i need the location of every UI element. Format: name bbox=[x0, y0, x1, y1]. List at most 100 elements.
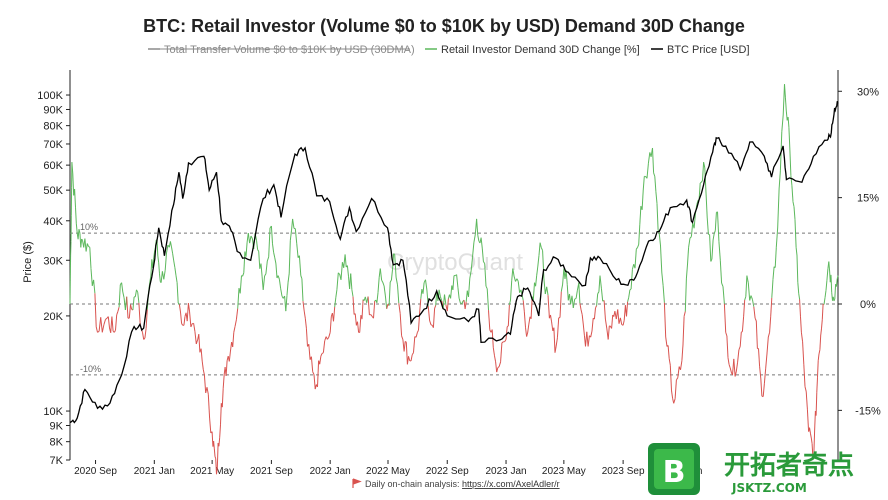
demand-segment bbox=[442, 294, 445, 309]
demand-segment bbox=[488, 310, 491, 330]
demand-segment bbox=[172, 253, 175, 261]
demand-segment bbox=[180, 311, 183, 324]
demand-segment bbox=[477, 235, 480, 242]
demand-segment bbox=[700, 180, 703, 183]
demand-segment bbox=[814, 410, 816, 432]
demand-segment bbox=[157, 255, 160, 263]
demand-segment bbox=[357, 321, 360, 333]
demand-segment bbox=[303, 311, 306, 319]
demand-segment bbox=[668, 358, 671, 366]
demand-segment bbox=[741, 331, 743, 333]
demand-segment bbox=[270, 225, 273, 244]
demand-segment bbox=[134, 289, 137, 297]
demand-segment bbox=[747, 282, 751, 301]
legend-item-transfer-volume[interactable]: Total Transfer Volume $0 to $10K by USD … bbox=[148, 44, 415, 56]
demand-segment bbox=[456, 274, 459, 288]
demand-segment bbox=[285, 295, 288, 312]
demand-segment bbox=[667, 345, 670, 359]
demand-segment bbox=[619, 317, 623, 325]
legend: Total Transfer Volume $0 to $10K by USD … bbox=[148, 44, 750, 56]
demand-segment bbox=[237, 287, 240, 309]
demand-segment bbox=[658, 233, 661, 246]
demand-segment bbox=[817, 353, 820, 361]
watermark: CryptoQuant bbox=[387, 249, 523, 276]
demand-segment bbox=[823, 297, 826, 305]
demand-segment bbox=[359, 315, 362, 333]
demand-segment bbox=[95, 326, 98, 333]
demand-segment bbox=[825, 280, 828, 291]
logo-text: 开拓者奇点 bbox=[724, 450, 854, 481]
demand-segment bbox=[703, 162, 706, 169]
legend-item-retail-demand[interactable]: Retail Investor Demand 30D Change [%] bbox=[425, 44, 640, 56]
demand-segment bbox=[810, 437, 813, 444]
legend-item-btc-price[interactable]: BTC Price [USD] bbox=[651, 44, 750, 56]
demand-segment bbox=[653, 172, 656, 177]
demand-segment bbox=[819, 335, 822, 350]
demand-segment bbox=[765, 353, 768, 369]
demand-segment bbox=[580, 309, 583, 315]
demand-segment bbox=[818, 349, 821, 355]
demand-segment bbox=[494, 355, 497, 362]
demand-segment bbox=[256, 240, 259, 250]
demand-segment bbox=[373, 300, 376, 319]
demand-segment bbox=[425, 279, 428, 291]
right-tick-label: 0% bbox=[860, 299, 876, 311]
legend-label-btc-price: BTC Price [USD] bbox=[667, 44, 750, 56]
demand-segment bbox=[785, 111, 788, 121]
demand-segment bbox=[94, 293, 97, 327]
demand-segment bbox=[187, 303, 190, 312]
demand-segment bbox=[195, 339, 199, 345]
demand-segment bbox=[216, 468, 218, 475]
demand-segment bbox=[725, 332, 728, 337]
footer-link[interactable]: https://x.com/AxelAdler/r bbox=[462, 479, 560, 489]
demand-segment bbox=[816, 377, 818, 393]
demand-segment bbox=[350, 273, 353, 290]
x-axis-ticks: 2020 Sep 2021 Jan 2021 May 2021 Sep 2022 Jan… bbox=[74, 460, 702, 477]
demand-segment bbox=[292, 218, 295, 229]
demand-segment bbox=[741, 316, 745, 332]
demand-segment bbox=[222, 374, 225, 389]
demand-segment bbox=[312, 371, 315, 375]
demand-segment bbox=[216, 442, 219, 469]
demand-segment bbox=[335, 289, 338, 298]
demand-segment bbox=[622, 320, 625, 326]
demand-segment bbox=[480, 237, 483, 249]
demand-segment bbox=[93, 279, 96, 294]
demand-segment bbox=[202, 369, 205, 376]
demand-segment bbox=[540, 247, 544, 251]
demand-segment bbox=[560, 284, 564, 292]
demand-segment bbox=[153, 252, 155, 260]
demand-segment bbox=[80, 238, 83, 248]
demand-segment bbox=[682, 316, 685, 345]
demand-segment bbox=[113, 329, 116, 333]
demand-segment bbox=[530, 296, 533, 319]
demand-segment bbox=[579, 303, 582, 310]
demand-segment bbox=[627, 297, 630, 302]
demand-segment bbox=[497, 366, 500, 369]
demand-segment bbox=[72, 173, 75, 196]
right-tick-label: 15% bbox=[857, 193, 879, 205]
demand-segment bbox=[559, 291, 562, 318]
demand-segment bbox=[142, 332, 145, 340]
left-tick-label: 90K bbox=[43, 104, 63, 116]
demand-segment bbox=[804, 386, 807, 392]
demand-segment bbox=[555, 337, 558, 347]
demand-segment bbox=[249, 235, 252, 244]
demand-segment bbox=[539, 242, 542, 248]
demand-segment bbox=[75, 223, 78, 234]
demand-segment bbox=[117, 306, 120, 312]
demand-segment bbox=[506, 325, 509, 328]
demand-segment bbox=[361, 299, 364, 320]
demand-segment bbox=[100, 317, 103, 333]
demand-segment bbox=[722, 286, 725, 304]
demand-segment bbox=[646, 163, 649, 179]
x-tick-label: 2022 Jan bbox=[310, 466, 351, 477]
demand-segment bbox=[662, 285, 665, 303]
demand-segment bbox=[754, 318, 757, 322]
demand-segment bbox=[457, 287, 460, 299]
demand-segment bbox=[551, 321, 554, 331]
demand-segment bbox=[591, 318, 594, 332]
demand-segment bbox=[301, 278, 304, 302]
demand-segment bbox=[536, 266, 539, 276]
